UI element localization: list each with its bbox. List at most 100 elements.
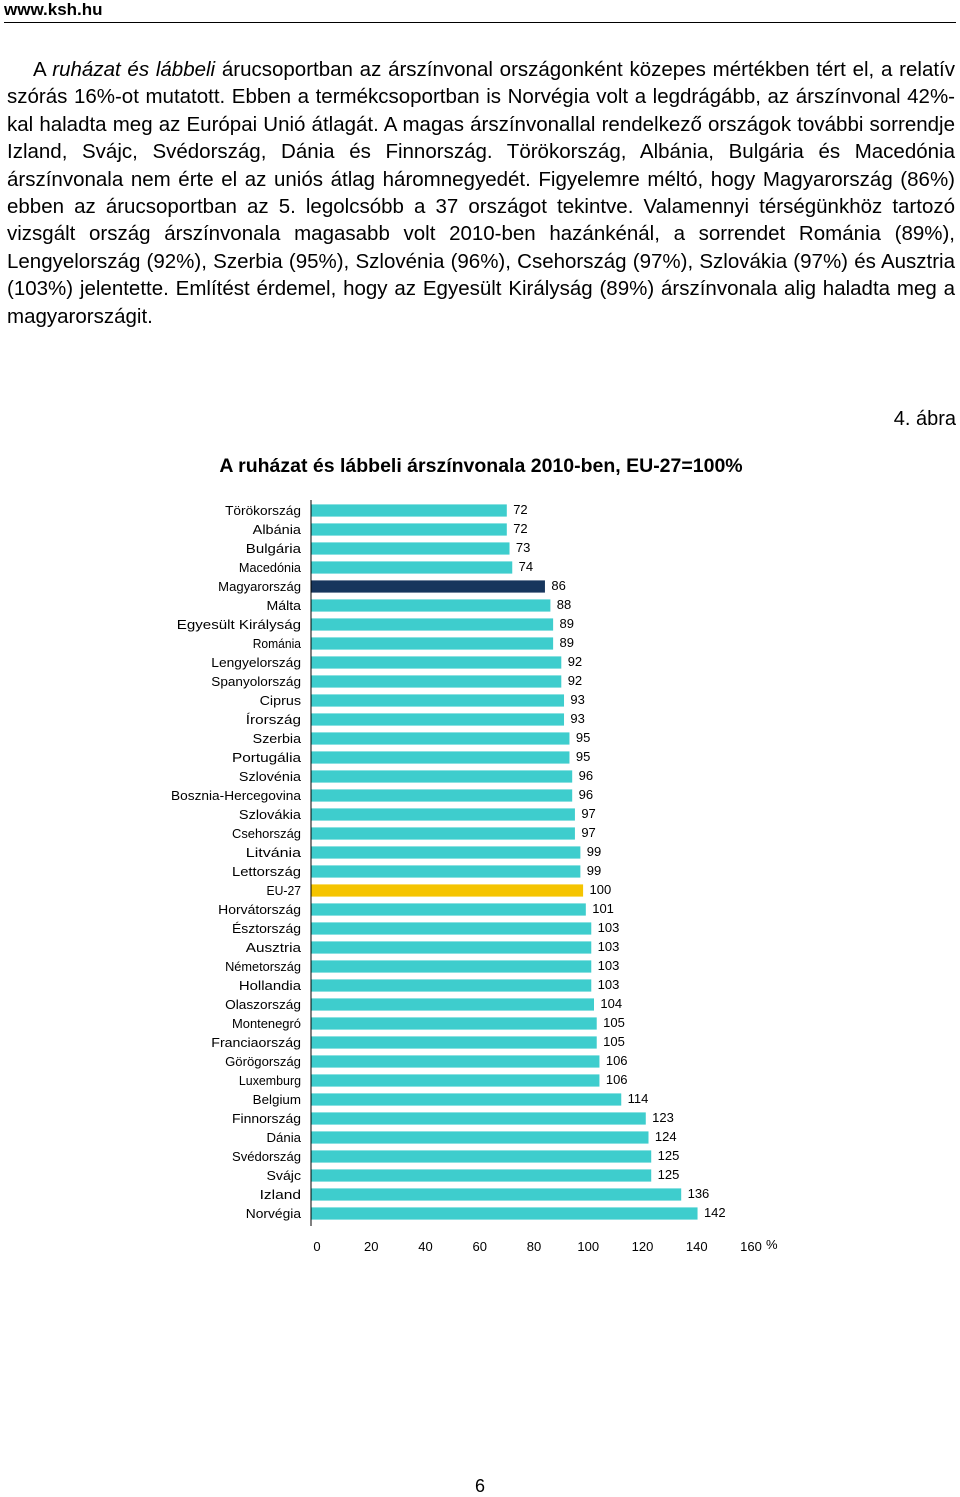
category-label-5: Málta [267, 598, 302, 613]
bar-30 [310, 1073, 601, 1088]
bar-24 [310, 959, 593, 974]
bar-23 [310, 940, 593, 955]
value-label-18: 99 [587, 844, 601, 859]
bar-15 [310, 788, 574, 803]
bar-17 [310, 826, 576, 841]
category-label-36: Izland [260, 1187, 301, 1202]
category-label-32: Finnország [232, 1111, 301, 1126]
category-label-11: Írország [246, 712, 301, 727]
x-tick-labels: 0 20 40 60 80 100 120 140 160 [313, 1239, 761, 1254]
category-label-20: EU-27 [267, 883, 302, 898]
category-label-27: Montenegró [232, 1016, 301, 1031]
bar-37 [310, 1206, 699, 1221]
category-label-24: Németország [225, 959, 301, 974]
category-label-14: Szlovénia [239, 769, 302, 784]
category-label-18: Litvánia [246, 845, 302, 860]
category-label-10: Ciprus [260, 693, 302, 708]
category-label-16: Szlovákia [239, 807, 302, 822]
category-label-7: Románia [253, 636, 302, 651]
bar-25 [310, 978, 593, 993]
x-tick-4: 80 [527, 1239, 541, 1254]
value-label-25: 103 [598, 977, 620, 992]
category-label-34: Svédország [232, 1149, 301, 1164]
value-label-37: 142 [704, 1205, 726, 1220]
bar-8 [310, 655, 563, 670]
bar-22 [310, 921, 593, 936]
category-label-12: Szerbia [253, 731, 302, 746]
x-tick-0: 0 [313, 1239, 320, 1254]
category-label-3: Macedónia [239, 560, 302, 575]
page-number: 6 [474, 1476, 485, 1496]
value-label-7: 89 [560, 635, 574, 650]
category-label-22: Észtország [232, 921, 301, 936]
bar-29 [310, 1054, 601, 1069]
value-label-10: 93 [570, 692, 584, 707]
category-label-19: Lettország [232, 864, 301, 879]
category-label-15: Bosznia-Hercegovina [171, 788, 302, 803]
category-label-2: Bulgária [246, 541, 302, 556]
bar-32 [310, 1111, 647, 1126]
value-label-19: 99 [587, 863, 601, 878]
body-intro: A [33, 58, 53, 81]
category-label-23: Ausztria [246, 940, 302, 955]
value-label-1: 72 [513, 521, 527, 536]
chart-title: A ruházat és lábbeli árszínvonala 2010-b… [0, 455, 960, 478]
body-paragraph: A ruházat és lábbeli árucsoportban az ár… [7, 56, 955, 330]
category-label-21: Horvátország [218, 902, 301, 917]
value-label-5: 88 [557, 597, 571, 612]
category-label-17: Csehország [232, 826, 301, 841]
x-tick-2: 40 [418, 1239, 432, 1254]
value-label-34: 125 [658, 1148, 680, 1163]
x-tick-6: 120 [632, 1239, 654, 1254]
value-label-16: 97 [581, 806, 595, 821]
bar-16 [310, 807, 576, 822]
value-label-24: 103 [598, 958, 620, 973]
value-label-0: 72 [513, 502, 527, 517]
value-label-2: 73 [516, 540, 530, 555]
value-label-9: 92 [568, 673, 582, 688]
value-label-11: 93 [570, 711, 584, 726]
bar-36 [310, 1187, 683, 1202]
bar-26 [310, 997, 595, 1012]
category-label-1: Albánia [253, 522, 302, 537]
value-label-22: 103 [598, 920, 620, 935]
category-label-0: Törökország [225, 503, 301, 518]
value-label-14: 96 [579, 768, 593, 783]
value-label-15: 96 [579, 787, 593, 802]
bar-19 [310, 864, 582, 879]
category-label-13: Portugália [232, 750, 302, 765]
bar-34 [310, 1149, 653, 1164]
bar-14 [310, 769, 574, 784]
x-tick-5: 100 [577, 1239, 599, 1254]
bar-35 [310, 1168, 653, 1183]
bar-27 [310, 1016, 598, 1031]
value-label-23: 103 [598, 939, 620, 954]
bar-12 [310, 731, 571, 746]
bar-2 [310, 541, 511, 556]
bar-3 [310, 560, 514, 575]
x-axis-unit: % [766, 1237, 778, 1252]
value-label-33: 124 [655, 1129, 677, 1144]
body-intro-italic: ruházat és lábbeli [52, 58, 216, 81]
value-label-27: 105 [603, 1015, 625, 1030]
value-label-17: 97 [581, 825, 595, 840]
header-divider [4, 22, 956, 23]
site-url[interactable]: www.ksh.hu [4, 0, 103, 19]
figure-label: 4. ábra [893, 408, 956, 430]
category-label-26: Olaszország [225, 997, 301, 1012]
bar-group [310, 503, 699, 1221]
category-label-6: Egyesült Királyság [177, 617, 301, 632]
category-label-8: Lengyelország [211, 655, 301, 670]
x-tick-1: 20 [364, 1239, 378, 1254]
value-label-26: 104 [600, 996, 622, 1011]
bar-33 [310, 1130, 650, 1145]
x-tick-8: 160 [740, 1239, 762, 1254]
category-label-37: Norvégia [246, 1206, 302, 1221]
bar-28 [310, 1035, 598, 1050]
bar-11 [310, 712, 565, 727]
value-label-32: 123 [652, 1110, 674, 1125]
bar-10 [310, 693, 565, 708]
value-label-6: 89 [560, 616, 574, 631]
category-label-33: Dánia [267, 1130, 302, 1145]
chart-title-text: A ruházat és lábbeli árszínvonala 2010-b… [219, 455, 743, 477]
